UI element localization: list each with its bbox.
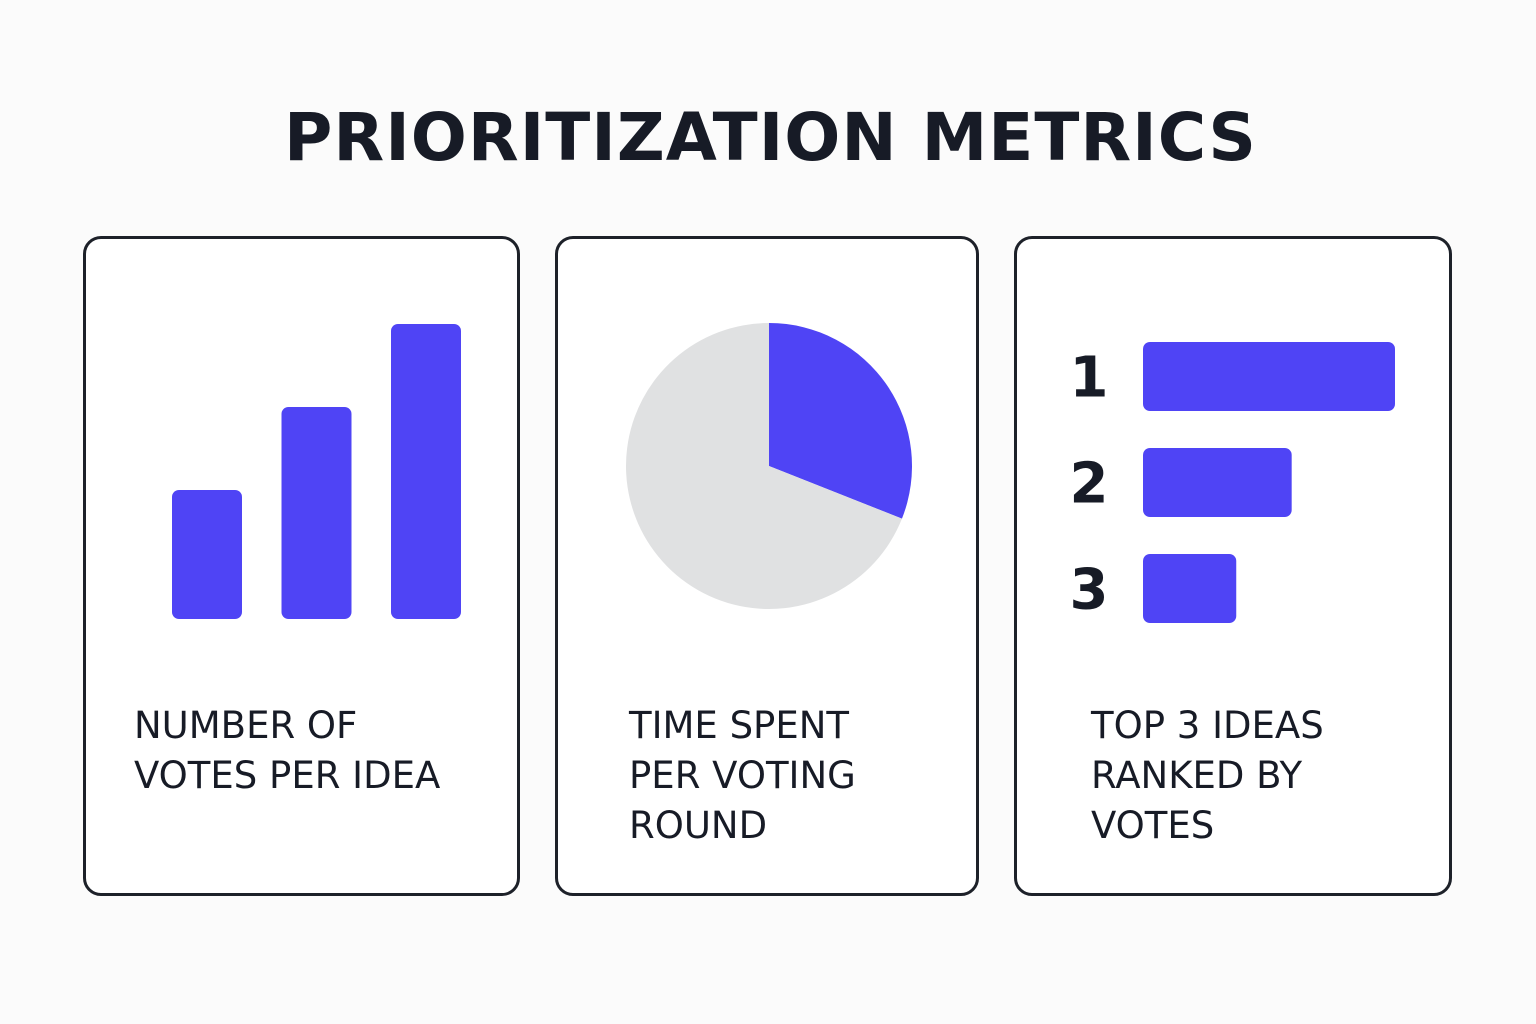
rank-bar xyxy=(1143,448,1292,517)
votes-per-idea-caption: NUMBER OF VOTES PER IDEA xyxy=(134,701,440,801)
page-title: PRIORITIZATION METRICS xyxy=(284,99,1257,176)
top-ideas-caption: TOP 3 IDEAS RANKED BY VOTES xyxy=(1091,701,1324,851)
top-ideas-card: 1 2 3 TOP 3 IDEAS RANKED BY VOTES xyxy=(1014,236,1452,896)
time-pie-chart xyxy=(626,323,912,609)
caption-line: NUMBER OF xyxy=(134,704,358,747)
caption-line: ROUND xyxy=(629,804,768,847)
time-per-round-card: TIME SPENT PER VOTING ROUND xyxy=(555,236,979,896)
rank-number: 3 xyxy=(1070,558,1109,623)
rank-bar xyxy=(1143,554,1237,623)
vote-bar xyxy=(281,406,352,619)
caption-line: TOP 3 IDEAS xyxy=(1091,704,1324,747)
vote-bar xyxy=(172,489,242,619)
time-per-round-caption: TIME SPENT PER VOTING ROUND xyxy=(629,701,856,851)
pie-slice xyxy=(626,323,902,609)
caption-line: PER VOTING xyxy=(629,754,856,797)
caption-line: VOTES xyxy=(1091,804,1215,847)
vote-bar xyxy=(391,324,461,619)
caption-line: VOTES PER IDEA xyxy=(134,754,441,797)
ranked-bar-chart: 1 2 3 xyxy=(1070,342,1395,623)
votes-bar-chart xyxy=(172,324,461,619)
rank-bar xyxy=(1143,342,1395,411)
rank-number: 1 xyxy=(1070,346,1109,411)
votes-per-idea-card: NUMBER OF VOTES PER IDEA xyxy=(83,236,520,896)
caption-line: RANKED BY xyxy=(1091,754,1303,797)
pie-slice xyxy=(769,323,912,519)
rank-number: 2 xyxy=(1070,452,1109,517)
caption-line: TIME SPENT xyxy=(629,704,850,747)
